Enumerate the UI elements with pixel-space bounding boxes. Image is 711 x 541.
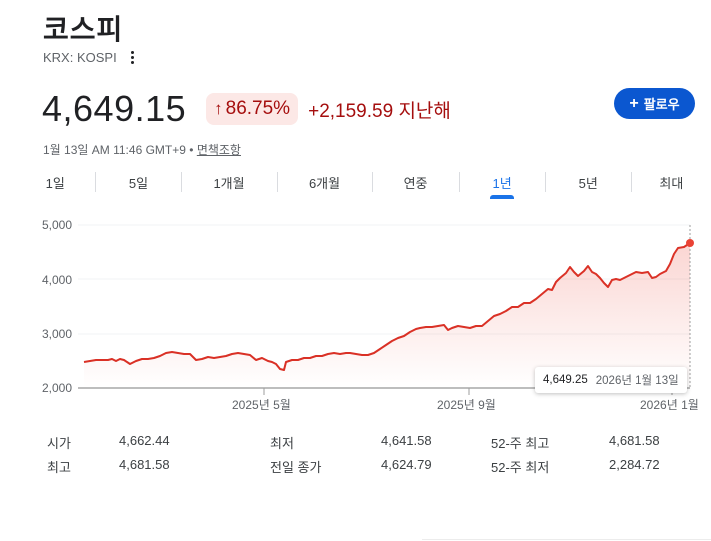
- y-tick-3000: 3,000: [42, 327, 73, 341]
- ticker-symbol: KRX: KOSPI: [43, 49, 117, 65]
- tab-1y[interactable]: 1년: [460, 170, 545, 194]
- tab-max[interactable]: 최대: [659, 175, 684, 191]
- follow-label: 팔로우: [643, 97, 680, 112]
- index-title: 코스피: [43, 14, 124, 45]
- stat-label: 최저: [270, 436, 294, 451]
- tooltip-date: 2026년 1월 13일: [595, 375, 679, 387]
- stat-value: 4,662.44: [119, 433, 170, 448]
- x-tick-2025-05: 2025년 5월: [232, 398, 291, 412]
- arrow-up-icon: ↑: [214, 99, 223, 118]
- stat-value: 4,624.79: [381, 457, 432, 472]
- tab-divider: [544, 172, 546, 192]
- quote-meta: 1월 13일 AM 11:46 GMT+9 • 면책조항: [43, 141, 241, 158]
- y-tick-4000: 4,000: [42, 273, 73, 287]
- change-percent-badge: ↑ 86.75%: [206, 93, 299, 125]
- separator: •: [189, 143, 194, 157]
- ticker-row: KRX: KOSPI: [43, 49, 139, 65]
- stats-row: 최고 4,681.58 전일 종가 4,624.79 52-주 최저 2,284…: [47, 457, 707, 481]
- stat-value: 4,641.58: [381, 433, 432, 448]
- price-area: [84, 243, 690, 388]
- tooltip-value: 4,649.25: [543, 374, 588, 386]
- tab-6m[interactable]: 6개월: [308, 175, 341, 191]
- range-tabs: 1일 5일 1개월 6개월 연중 1년 5년 최대: [28, 170, 711, 200]
- stat-label: 시가: [47, 436, 71, 451]
- stat-value: 4,681.58: [609, 433, 660, 448]
- disclaimer-link[interactable]: 면책조항: [196, 143, 241, 157]
- tab-divider: [95, 172, 97, 192]
- tab-1d[interactable]: 1일: [45, 175, 65, 191]
- y-tick-2000: 2,000: [42, 381, 73, 395]
- follow-button[interactable]: + 팔로우: [614, 88, 695, 119]
- tab-5y[interactable]: 5년: [578, 175, 598, 191]
- tab-ytd[interactable]: 연중: [403, 175, 428, 191]
- x-tick-2025-09: 2025년 9월: [437, 398, 496, 412]
- stat-label: 전일 종가: [270, 460, 322, 475]
- tab-divider: [276, 172, 278, 192]
- stats-table: 시가 4,662.44 최저 4,641.58 52-주 최고 4,681.58…: [47, 433, 707, 481]
- chart-tooltip: 4,649.25 2026년 1월 13일: [535, 367, 687, 393]
- tab-5d[interactable]: 5일: [128, 175, 149, 191]
- period-label: 지난해: [398, 100, 451, 122]
- tab-divider: [630, 172, 632, 192]
- divider: [422, 539, 711, 540]
- current-price: 4,649.15: [42, 88, 187, 129]
- tab-1m[interactable]: 1개월: [213, 175, 245, 191]
- more-vert-icon[interactable]: [127, 49, 139, 65]
- price-chart[interactable]: 5,000 4,000 3,000 2,000 2025년 5월 2025년 9…: [0, 210, 711, 415]
- last-point-marker: [686, 239, 694, 247]
- stat-label: 52-주 최고: [491, 436, 550, 451]
- price-row: 4,649.15 ↑ 86.75% +2,159.59 지난해: [42, 88, 451, 130]
- tab-divider: [371, 172, 373, 192]
- stat-label: 최고: [47, 460, 71, 475]
- change-percent: 86.75%: [225, 98, 291, 119]
- plus-icon: +: [629, 94, 639, 112]
- y-tick-5000: 5,000: [42, 218, 73, 232]
- stat-value: 2,284.72: [609, 457, 660, 472]
- x-tick-2026-01: 2026년 1월: [640, 398, 699, 412]
- change-value: +2,159.59 지난해: [308, 100, 451, 122]
- stat-label: 52-주 최저: [491, 460, 550, 475]
- tab-divider: [180, 172, 182, 192]
- stat-value: 4,681.58: [119, 457, 170, 472]
- stats-row: 시가 4,662.44 최저 4,641.58 52-주 최고 4,681.58: [47, 433, 707, 457]
- timestamp: 1월 13일 AM 11:46 GMT+9: [43, 143, 186, 157]
